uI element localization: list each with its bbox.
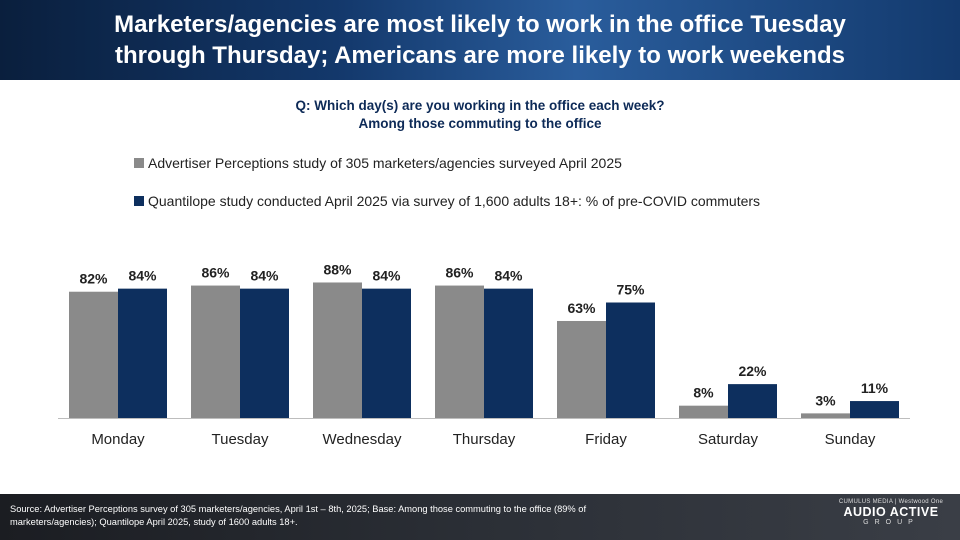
title-line-2: through Thursday; Americans are more lik… xyxy=(115,42,845,69)
bar-friday-series-2 xyxy=(606,302,655,418)
data-label-tuesday-series-1: 86% xyxy=(201,265,230,281)
data-label-friday-series-2: 75% xyxy=(616,282,645,298)
title-line-1: Marketers/agencies are most likely to wo… xyxy=(114,11,846,38)
title-banner: Marketers/agencies are most likely to wo… xyxy=(0,0,960,80)
source-line-1: Source: Advertiser Perceptions survey of… xyxy=(10,504,587,514)
category-label-sunday: Sunday xyxy=(825,431,876,448)
slide-title: Marketers/agencies are most likely to wo… xyxy=(30,9,930,71)
data-label-thursday-series-2: 84% xyxy=(494,268,523,284)
category-label-wednesday: Wednesday xyxy=(323,431,402,448)
data-label-wednesday-series-1: 88% xyxy=(323,261,352,277)
legend-label-quantilope: Quantilope study conducted April 2025 vi… xyxy=(148,193,761,209)
source-note: Source: Advertiser Perceptions survey of… xyxy=(10,503,760,529)
logo-main-text: AUDIO ACTIVE xyxy=(843,505,939,519)
bar-thursday-series-2 xyxy=(484,288,533,418)
bar-sunday-series-2 xyxy=(850,401,899,418)
footer-bar: Source: Advertiser Perceptions survey of… xyxy=(0,494,960,540)
legend-item-advertiser: Advertiser Perceptions study of 305 mark… xyxy=(134,155,622,171)
bar-monday-series-2 xyxy=(118,288,167,418)
data-label-sunday-series-1: 3% xyxy=(815,392,836,408)
category-label-thursday: Thursday xyxy=(453,431,516,448)
data-label-monday-series-2: 84% xyxy=(128,268,157,284)
category-label-friday: Friday xyxy=(585,431,627,448)
data-label-sunday-series-2: 11% xyxy=(861,380,889,396)
data-label-thursday-series-1: 86% xyxy=(445,265,474,281)
category-label-tuesday: Tuesday xyxy=(212,431,269,448)
bar-monday-series-1 xyxy=(69,291,118,418)
legend-swatch-gray xyxy=(134,158,144,168)
category-label-monday: Monday xyxy=(91,431,145,448)
bar-saturday-series-2 xyxy=(728,384,777,418)
logo-sub-text: GROUP xyxy=(863,519,919,526)
data-label-friday-series-1: 63% xyxy=(567,300,596,316)
source-line-2: marketers/agencies); Quantilope April 20… xyxy=(10,517,298,527)
bar-friday-series-1 xyxy=(557,320,606,418)
legend-swatch-navy xyxy=(134,196,144,206)
logo-top-text: CUMULUS MEDIA | Westwood One xyxy=(838,499,944,505)
question-line-1: Q: Which day(s) are you working in the o… xyxy=(295,98,665,113)
data-label-saturday-series-1: 8% xyxy=(693,385,714,401)
bar-thursday-series-1 xyxy=(435,285,484,418)
bar-saturday-series-1 xyxy=(679,405,728,418)
bar-chart: 82% 84% Monday 86% 84% Tuesday 88% 84% Wednesday… xyxy=(58,261,910,448)
question-text: Q: Which day(s) are you working in the o… xyxy=(0,97,960,133)
data-label-monday-series-1: 82% xyxy=(79,271,108,287)
question-line-2: Among those commuting to the office xyxy=(358,116,602,131)
bar-tuesday-series-1 xyxy=(191,285,240,418)
data-label-wednesday-series-2: 84% xyxy=(372,268,401,284)
legend-label-advertiser: Advertiser Perceptions study of 305 mark… xyxy=(148,155,622,171)
bar-wednesday-series-1 xyxy=(313,282,362,418)
bar-sunday-series-1 xyxy=(801,413,850,418)
legend-item-quantilope: Quantilope study conducted April 2025 vi… xyxy=(134,193,760,209)
audio-active-group-logo: CUMULUS MEDIA | Westwood One AUDIO ACTIV… xyxy=(836,499,946,526)
data-label-saturday-series-2: 22% xyxy=(738,363,767,379)
bar-tuesday-series-2 xyxy=(240,288,289,418)
bar-wednesday-series-2 xyxy=(362,288,411,418)
data-label-tuesday-series-2: 84% xyxy=(250,268,279,284)
category-label-saturday: Saturday xyxy=(698,431,759,448)
